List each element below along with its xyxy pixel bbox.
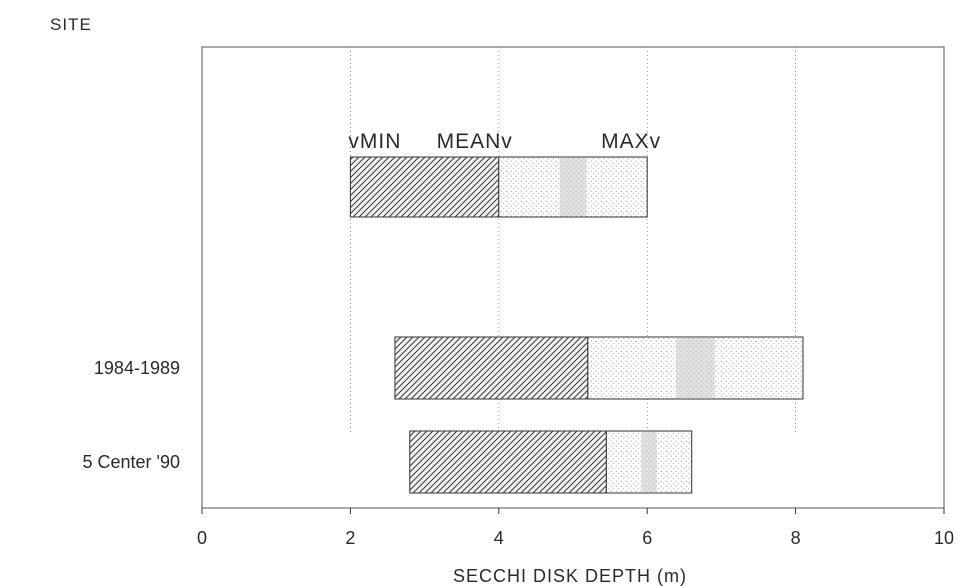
legend-max-label: MAXv bbox=[601, 130, 661, 153]
bar-row-1-stipple-band bbox=[641, 432, 657, 492]
category-label: 1984-1989 bbox=[94, 358, 180, 378]
bar-row-1-mean-to-max bbox=[605, 430, 693, 494]
legend-bar-min-to-mean bbox=[349, 156, 500, 218]
x-tick-label: 10 bbox=[934, 528, 954, 548]
category-labels: 1984-1989 5 Center '90 bbox=[83, 358, 181, 472]
gridlines bbox=[349, 47, 797, 433]
x-tick-label: 2 bbox=[345, 528, 355, 548]
bars bbox=[394, 336, 804, 494]
x-axis-title: SECCHI DISK DEPTH (m) bbox=[453, 566, 687, 586]
legend: vMIN MEANv MAXv bbox=[348, 130, 661, 218]
plot-border bbox=[201, 46, 945, 509]
legend-mean-label: MEANv bbox=[437, 130, 513, 153]
x-tick-label: 6 bbox=[642, 528, 652, 548]
bar-row-0-stipple-band bbox=[676, 338, 715, 398]
x-tick-label: 8 bbox=[791, 528, 801, 548]
bar-row-0-min-to-mean bbox=[394, 336, 589, 400]
x-tick-label: 0 bbox=[197, 528, 207, 548]
x-axis-ticks: 0 2 4 6 8 10 bbox=[197, 508, 954, 548]
legend-min-label: vMIN bbox=[348, 130, 401, 153]
y-axis-title: SITE bbox=[50, 15, 92, 34]
legend-bar-mean-to-max bbox=[498, 156, 648, 218]
plot-area bbox=[201, 46, 945, 509]
category-label: 5 Center '90 bbox=[83, 452, 181, 472]
bar-row-1-min-to-mean bbox=[409, 430, 607, 494]
legend-bar-stipple-band bbox=[559, 158, 587, 216]
bar-row-0-mean-to-max bbox=[587, 336, 804, 400]
x-tick-label: 4 bbox=[494, 528, 504, 548]
